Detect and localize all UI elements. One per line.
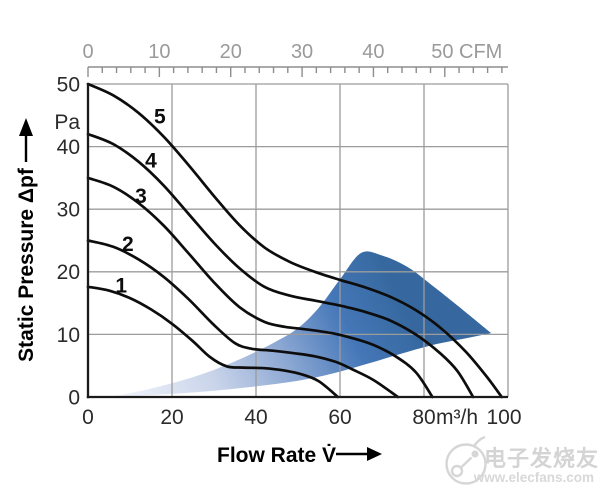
x-axis-arrow-head	[367, 447, 382, 461]
top-tick-label-30: 30	[291, 41, 313, 63]
top-tick-label-50: 50 CFM	[431, 41, 502, 63]
x-tick-label-0: 0	[82, 406, 94, 429]
curve-label-2: 2	[122, 233, 134, 256]
top-tick-label-20: 20	[220, 41, 242, 63]
watermark-logo-dot	[471, 450, 479, 458]
x-axis-title: Flow Rate V̇	[217, 443, 336, 467]
watermark-logo-link	[460, 456, 473, 469]
top-tick-label-10: 10	[148, 41, 170, 63]
curve-label-4: 4	[145, 150, 157, 173]
fan-curve-1	[86, 285, 340, 399]
top-tick-label-0: 0	[82, 41, 93, 63]
y-tick-label-40: 40	[57, 136, 80, 159]
x-tick-label-80: 80	[412, 406, 435, 429]
x-tick-label-100: 100	[486, 406, 521, 429]
watermark-logo-node	[450, 464, 464, 478]
curve-label-3: 3	[135, 185, 147, 208]
x-tick-label-60: 60	[328, 406, 351, 429]
x-axis-unit: m³/h	[436, 406, 478, 429]
fan-curve-3	[86, 176, 434, 399]
y-axis-title-group: Static Pressure Δpf	[15, 118, 38, 362]
fan-curves: 1 2 3 4 5	[86, 82, 504, 399]
x-tick-label-20: 20	[160, 406, 183, 429]
y-tick-label-0: 0	[68, 386, 80, 409]
curve-label-1: 1	[115, 274, 127, 297]
watermark-brand: 电子发烧友	[484, 446, 599, 471]
operating-area	[109, 251, 492, 397]
operating-area-region	[109, 251, 492, 397]
plot-frame	[86, 83, 508, 399]
y-axis-unit: Pa	[54, 111, 80, 134]
y-axis-title: Static Pressure Δpf	[15, 167, 38, 362]
x-tick-label-40: 40	[244, 406, 267, 429]
y-tick-label-30: 30	[57, 199, 80, 222]
watermark-url: www.elecfans.com	[473, 470, 594, 485]
curve-label-5: 5	[154, 105, 166, 128]
top-tick-label-40: 40	[362, 41, 384, 63]
watermark: 电子发烧友 www.elecfans.com	[445, 435, 599, 485]
fan-curve-2	[86, 239, 400, 399]
fan-curve-5	[86, 82, 504, 399]
top-axis-cfm-ruler: 0 10 20 30 40 50 CFM	[82, 41, 508, 77]
fan-curve-4	[86, 132, 475, 399]
watermark-logo-circle	[445, 443, 487, 485]
axis-tick-labels: 0 10 20 30 40 50 0 20 40 60 80 100	[57, 73, 522, 429]
y-tick-label-20: 20	[57, 261, 80, 284]
gridlines	[88, 83, 509, 397]
y-tick-label-10: 10	[57, 324, 80, 347]
y-axis-arrow-head	[19, 118, 33, 136]
watermark-logo-stem	[473, 435, 486, 447]
y-tick-label-50: 50	[57, 73, 80, 96]
x-axis-title-group: Flow Rate V̇	[217, 443, 382, 467]
